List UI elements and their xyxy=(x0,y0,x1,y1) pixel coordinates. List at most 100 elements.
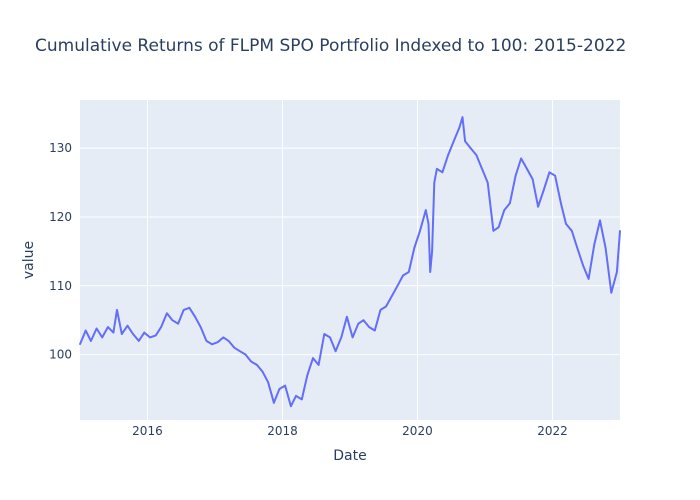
data-point xyxy=(447,154,449,156)
data-point xyxy=(199,326,202,328)
data-point xyxy=(239,350,241,353)
data-point xyxy=(211,343,213,346)
grid-lines xyxy=(80,100,620,420)
data-point xyxy=(419,230,421,232)
data-point xyxy=(194,316,196,318)
data-point xyxy=(458,126,461,129)
x-tick-label: 2018 xyxy=(267,424,298,438)
data-point xyxy=(278,388,281,390)
y-tick-label: 130 xyxy=(49,141,72,155)
data-point xyxy=(429,271,432,273)
data-point xyxy=(216,341,219,344)
data-point xyxy=(121,333,123,335)
data-point xyxy=(107,326,109,328)
data-point xyxy=(256,364,258,366)
data-point xyxy=(379,309,382,311)
data-point xyxy=(284,384,286,387)
data-point xyxy=(323,333,326,335)
data-point xyxy=(514,174,517,177)
data-point xyxy=(554,174,556,177)
data-point xyxy=(267,381,269,384)
series-line-0 xyxy=(79,116,621,408)
data-point xyxy=(427,223,430,225)
data-point xyxy=(431,250,433,253)
data-point xyxy=(497,226,500,229)
data-point xyxy=(261,371,264,373)
data-point xyxy=(571,230,573,232)
y-axis-title: value xyxy=(21,241,37,279)
data-point xyxy=(616,271,618,273)
data-point xyxy=(95,327,98,330)
data-point xyxy=(329,336,331,339)
data-point xyxy=(481,168,483,170)
data-point xyxy=(385,305,387,308)
data-point xyxy=(526,168,528,170)
data-point xyxy=(166,312,168,315)
data-point xyxy=(486,181,489,184)
data-point xyxy=(295,395,297,397)
data-point xyxy=(155,334,157,337)
data-point xyxy=(425,209,427,211)
x-tick-label: 2016 xyxy=(132,424,163,438)
data-point xyxy=(205,340,208,342)
data-point xyxy=(222,336,225,339)
data-point xyxy=(531,178,534,180)
data-point xyxy=(408,271,410,273)
data-point xyxy=(160,326,162,328)
data-point xyxy=(391,295,393,297)
data-point xyxy=(84,329,87,332)
data-point xyxy=(188,307,191,309)
data-point xyxy=(599,219,601,222)
data-point xyxy=(436,168,438,170)
x-tick-label: 2020 xyxy=(402,424,433,438)
data-point xyxy=(396,285,399,287)
data-point xyxy=(464,140,466,143)
data-point xyxy=(560,202,562,204)
data-point xyxy=(301,398,303,401)
x-axis-title: Date xyxy=(333,448,366,464)
chart-title: Cumulative Returns of FLPM SPO Portfolio… xyxy=(35,36,626,56)
data-point xyxy=(171,319,174,322)
data-point xyxy=(306,374,309,377)
data-point xyxy=(362,319,365,322)
data-point xyxy=(90,340,92,342)
data-point xyxy=(143,331,146,334)
data-point xyxy=(374,329,376,332)
data-point xyxy=(520,157,522,160)
data-point xyxy=(433,181,436,184)
data-point xyxy=(402,274,404,277)
data-point xyxy=(582,264,584,267)
data-point xyxy=(112,331,115,334)
data-point xyxy=(604,247,607,249)
data-point xyxy=(475,154,478,156)
data-point xyxy=(503,209,506,211)
y-tick-label: 120 xyxy=(49,210,72,224)
data-point xyxy=(312,357,314,359)
data-point xyxy=(346,316,348,318)
x-tick-labels: 2016 2018 2020 2022 xyxy=(132,424,568,438)
data-point xyxy=(441,171,444,174)
data-point xyxy=(334,350,337,353)
series-lines xyxy=(79,116,621,408)
data-point xyxy=(138,340,140,342)
data-point xyxy=(469,147,472,149)
data-point xyxy=(565,223,567,225)
y-tick-label: 100 xyxy=(49,348,72,362)
data-point xyxy=(250,360,252,363)
data-point xyxy=(610,291,613,294)
data-point xyxy=(290,405,292,408)
data-point xyxy=(492,230,495,232)
data-point xyxy=(244,353,247,356)
data-point xyxy=(317,364,320,366)
data-point xyxy=(182,309,185,311)
data-point xyxy=(233,346,236,349)
data-point xyxy=(101,336,103,339)
data-point xyxy=(132,333,134,335)
y-tick-labels: 100 110 120 130 xyxy=(49,141,72,361)
data-point xyxy=(576,247,579,249)
data-point xyxy=(79,343,81,346)
data-point xyxy=(227,340,230,342)
plot-area xyxy=(80,100,620,420)
